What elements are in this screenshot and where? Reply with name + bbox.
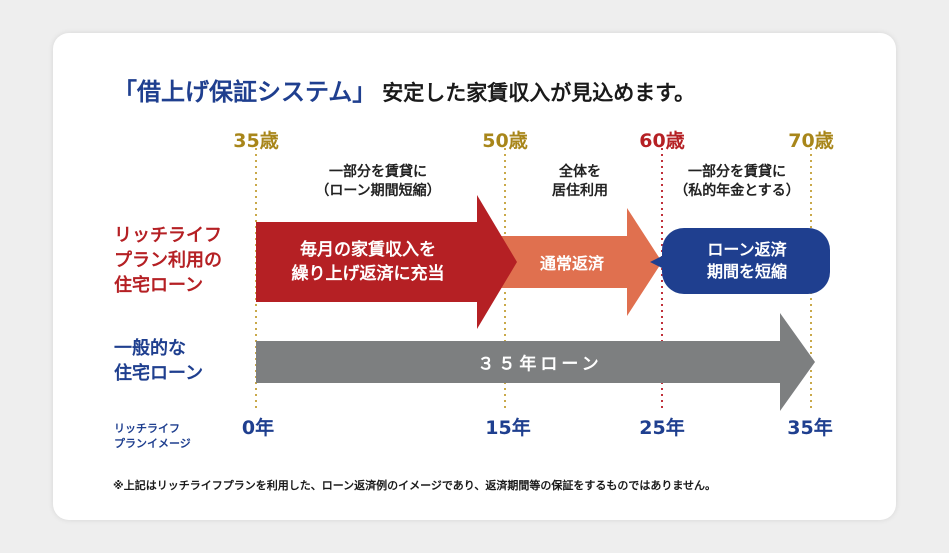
bubble-label-line: ローン返済 (707, 240, 787, 259)
prepayment-arrow (256, 195, 517, 329)
note-partial-pension: 一部分を賃貸に （私的年金とする） (674, 163, 800, 201)
row-label-line: リッチライフ (114, 225, 222, 246)
prepayment-arrow-label: 毎月の家賃収入を 繰り上げ返済に充当 (292, 238, 445, 286)
note-partial-rent: 一部分を賃貸に （ローン期間短縮） (315, 163, 440, 201)
row-label-line: 住宅ローン (114, 363, 204, 384)
note-line: 一部分を賃貸に (329, 164, 427, 180)
row-label-richlife: リッチライフ プラン利用の 住宅ローン (114, 223, 222, 298)
year-15: 15年 (485, 417, 531, 439)
page-title: 「借上げ保証システム」 安定した家賃収入が見込めます。 (113, 72, 695, 107)
row-label-line: 一般的な (114, 338, 186, 359)
shortened-period-label: ローン返済 期間を短縮 (707, 239, 787, 283)
arrow-label-line: 毎月の家賃収入を (300, 240, 436, 260)
note-line: 全体を (559, 164, 601, 180)
standard-35-year-label: ３５年ローン (477, 354, 603, 375)
title-rest: 安定した家賃収入が見込めます。 (382, 81, 696, 105)
plan-image-line: プランイメージ (114, 437, 191, 450)
shortened-period-bubble (650, 228, 830, 294)
normal-repayment-arrow (497, 208, 662, 316)
note-line: 一部分を賃貸に (688, 164, 786, 180)
year-35: 35年 (787, 417, 833, 439)
normal-repayment-label: 通常返済 (539, 254, 605, 273)
title-bracket: 「借上げ保証システム」 (113, 78, 377, 106)
note-line: （ローン期間短縮） (315, 183, 441, 199)
age-70: 70歳 (788, 130, 834, 152)
row-label-line: 住宅ローン (114, 275, 204, 296)
age-60: 60歳 (639, 130, 685, 152)
year-0: 0年 (241, 417, 275, 439)
note-full-residence: 全体を 居住利用 (552, 163, 608, 201)
note-line: （私的年金とする） (674, 183, 800, 199)
bubble-label-line: 期間を短縮 (706, 262, 788, 281)
plan-image-label: リッチライフ プランイメージ (114, 421, 191, 451)
standard-35-year-arrow (256, 313, 815, 411)
age-35: 35歳 (233, 130, 279, 152)
plan-image-line: リッチライフ (114, 422, 180, 435)
age-50: 50歳 (482, 130, 528, 152)
row-label-line: プラン利用の (114, 250, 222, 271)
arrow-label-line: 繰り上げ返済に充当 (291, 264, 445, 284)
row-label-general: 一般的な 住宅ローン (114, 336, 203, 386)
year-25: 25年 (639, 417, 685, 439)
note-line: 居住利用 (552, 183, 608, 199)
footnote: ※上記はリッチライフプランを利用した、ローン返済例のイメージであり、返済期間等の… (113, 479, 717, 492)
